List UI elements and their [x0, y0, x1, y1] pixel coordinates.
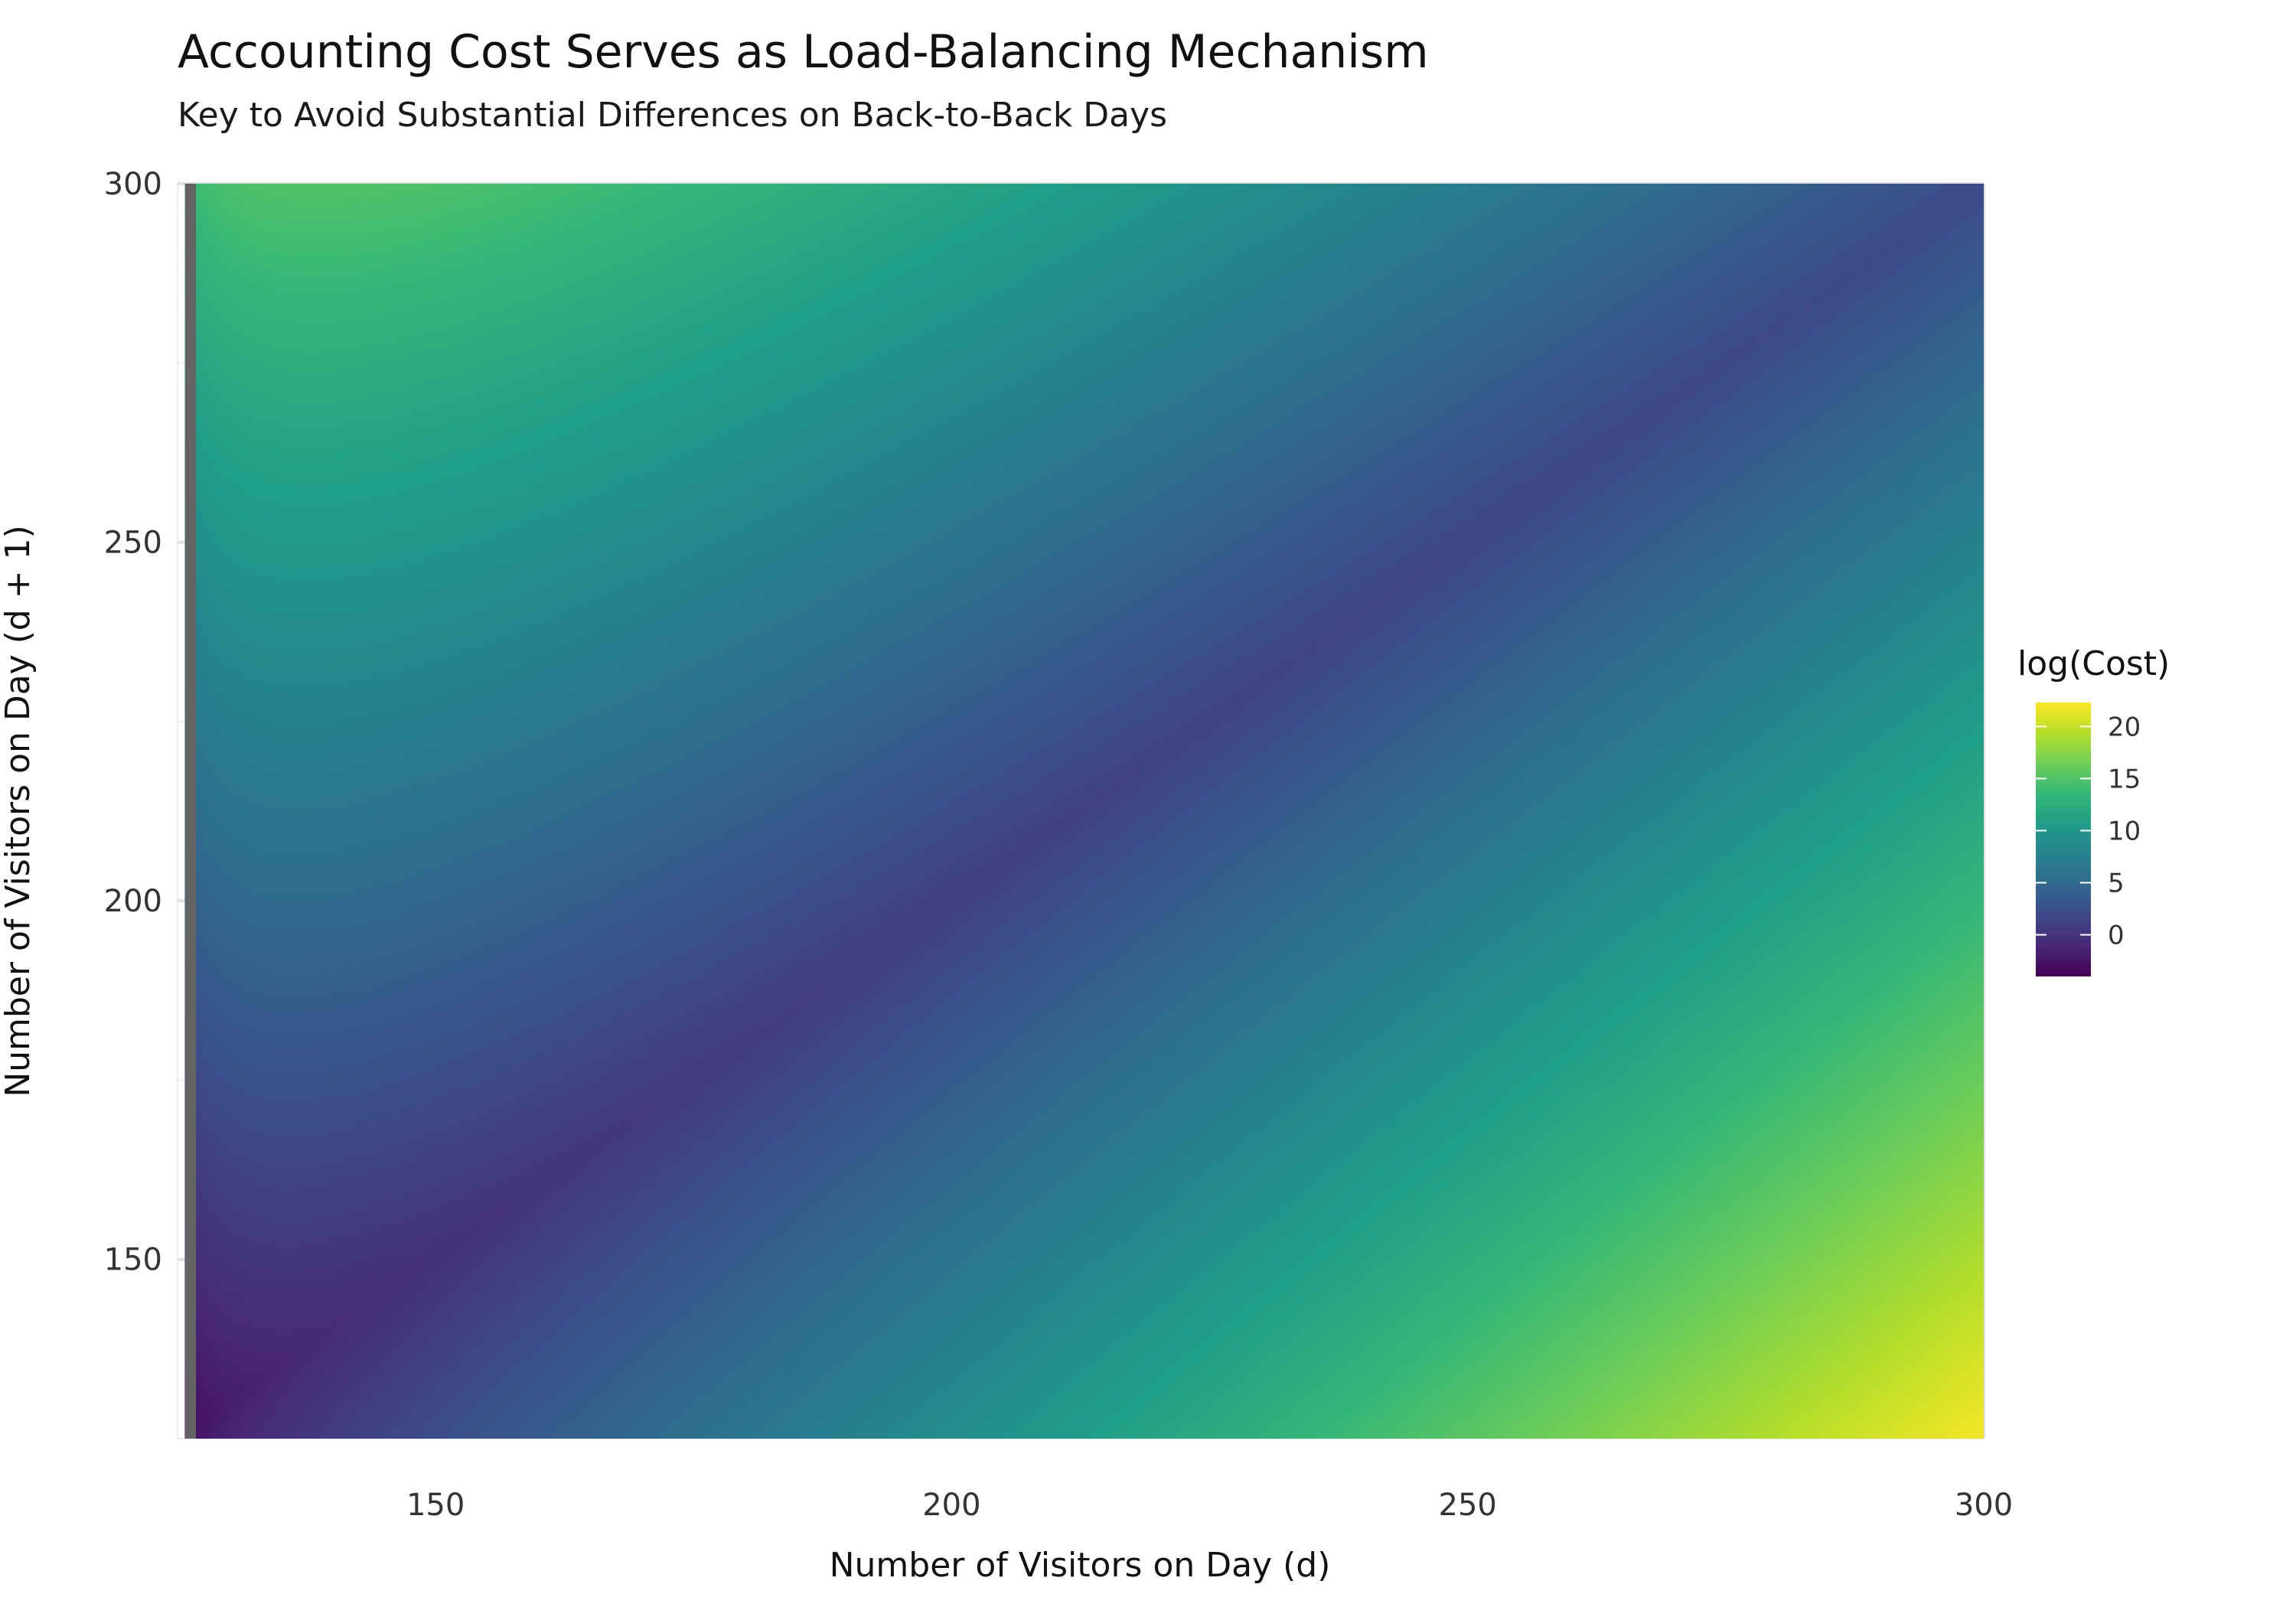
- legend-tick-label: 10: [2108, 816, 2141, 846]
- y-tick-label: 300: [104, 167, 162, 202]
- legend-tick-label: 0: [2108, 921, 2125, 951]
- y-tick-label: 150: [104, 1243, 162, 1278]
- chart-subtitle: Key to Avoid Substantial Differences on …: [178, 96, 1167, 135]
- x-tick-label: 200: [922, 1488, 980, 1523]
- legend-tick-label: 15: [2108, 764, 2141, 794]
- x-axis-label: Number of Visitors on Day (d): [830, 1546, 1331, 1585]
- x-tick-label: 250: [1439, 1488, 1497, 1523]
- heatmap-image: [184, 184, 1984, 1439]
- y-tick-label: 250: [104, 526, 162, 561]
- x-tick-label: 300: [1955, 1488, 2013, 1523]
- boundary-stripe: [185, 184, 196, 1439]
- x-tick-label: 150: [406, 1488, 465, 1523]
- legend-tick-label: 20: [2108, 712, 2141, 742]
- heatmap-area: [184, 184, 1984, 1439]
- x-axis-ticks: 150 200 250 300: [406, 1488, 2013, 1523]
- legend-colorbar: [2036, 702, 2091, 976]
- legend-ticks: 0 5 10 15 20: [2036, 712, 2141, 951]
- legend: log(Cost) 0 5 10 15 20: [2017, 644, 2170, 976]
- y-axis-label: Number of Visitors on Day (d + 1): [0, 525, 38, 1097]
- y-axis-ticks: 150 200 250 300: [104, 167, 162, 1278]
- legend-tick-label: 5: [2108, 868, 2125, 898]
- legend-title: log(Cost): [2017, 644, 2170, 683]
- y-tick-label: 200: [104, 884, 162, 919]
- chart-title: Accounting Cost Serves as Load-Balancing…: [178, 25, 1429, 79]
